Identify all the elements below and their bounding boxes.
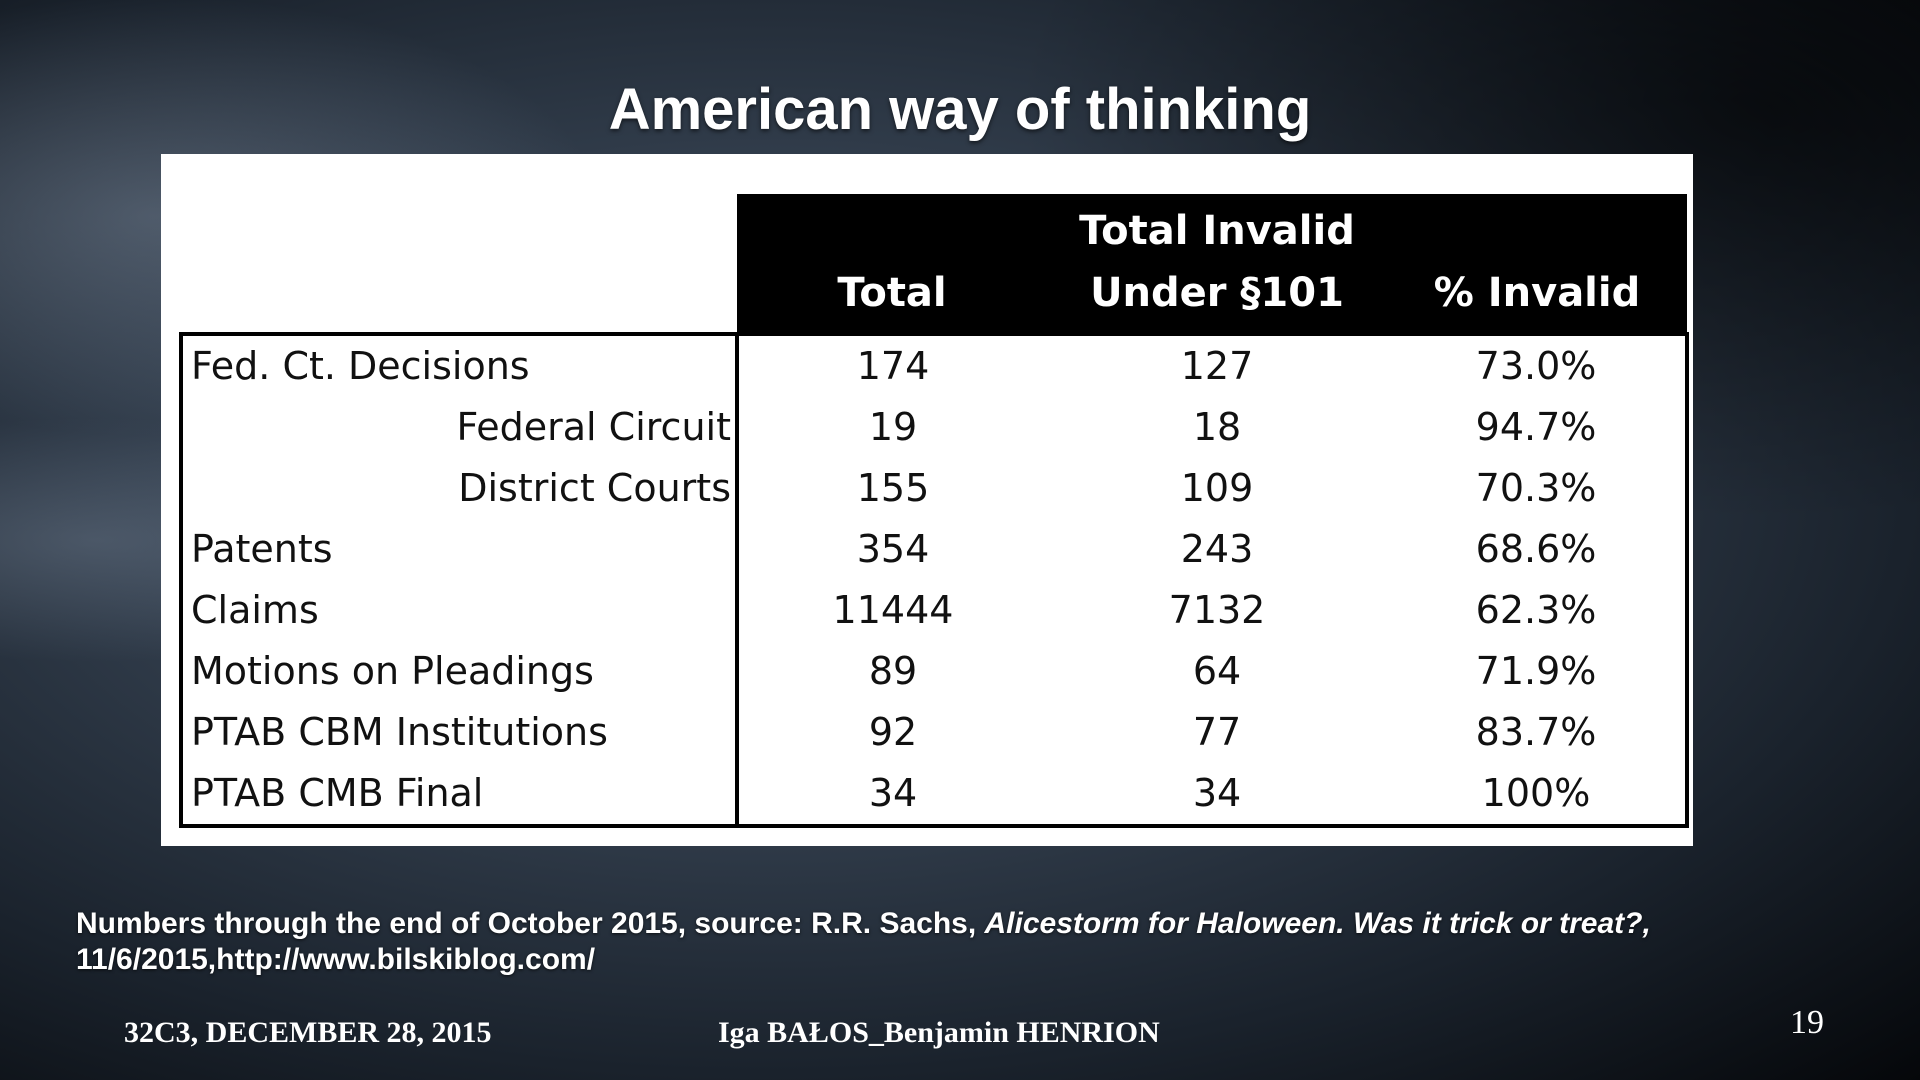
source-prefix: Numbers through the end of October 2015,… (76, 907, 985, 940)
row-label: District Courts (179, 458, 739, 519)
table-row: Claims 11444 7132 62.3% (179, 580, 1689, 641)
row-total: 89 (868, 649, 918, 693)
row-invalid: 243 (1180, 527, 1254, 571)
table-panel: Total Total Invalid Under §101 % Invalid… (161, 154, 1693, 846)
row-label: Claims (179, 580, 739, 641)
header-invalid-line2: Under §101 (1090, 270, 1344, 316)
table-row: District Courts 155 109 70.3% (179, 458, 1689, 519)
row-total: 34 (737, 763, 1047, 828)
row-total: 174 (737, 332, 1047, 397)
row-total: 354 (856, 527, 930, 571)
table-row: Fed. Ct. Decisions 174 127 73.0% (179, 332, 1689, 397)
source-italic-title: Alicestorm for Haloween. Was it trick or… (984, 907, 1651, 940)
invalidity-table: Total Total Invalid Under §101 % Invalid… (179, 194, 1689, 828)
row-invalid: 64 (1192, 649, 1242, 693)
row-label: Motions on Pleadings (179, 641, 739, 702)
table-row: Patents 354 243 68.6% (179, 519, 1689, 580)
table-header-row: Total Total Invalid Under §101 % Invalid (181, 194, 1687, 334)
row-percent: 71.9% (1387, 641, 1689, 702)
row-percent: 70.3% (1387, 458, 1689, 519)
table-row: Motions on Pleadings 89 64 71.9% (179, 641, 1689, 702)
row-label: PTAB CBM Institutions (179, 702, 739, 763)
row-invalid: 18 (1192, 405, 1242, 449)
header-total-invalid: Total Invalid Under §101 (1047, 194, 1387, 334)
row-invalid: 34 (1047, 763, 1387, 828)
row-percent: 62.3% (1387, 580, 1689, 641)
footer-authors: Iga BAŁOS_Benjamin HENRION (718, 1016, 1160, 1049)
source-citation: Numbers through the end of October 2015,… (76, 906, 1876, 978)
row-label: PTAB CMB Final (179, 763, 739, 828)
header-invalid-line1: Total Invalid (1079, 208, 1355, 254)
row-invalid: 77 (1192, 710, 1242, 754)
slide-title: American way of thinking (608, 77, 1312, 142)
source-url-line: 11/6/2015,http://www.bilskiblog.com/ (76, 943, 596, 976)
footer-event-date: 32C3, DECEMBER 28, 2015 (124, 1016, 492, 1049)
header-percent-invalid: % Invalid (1387, 194, 1687, 334)
row-percent: 68.6% (1387, 519, 1689, 580)
page-number: 19 (1790, 1004, 1824, 1041)
row-total: 11444 (832, 588, 954, 632)
row-percent: 73.0% (1387, 332, 1689, 397)
row-label: Fed. Ct. Decisions (179, 332, 739, 397)
row-total: 92 (868, 710, 918, 754)
table-row: PTAB CBM Institutions 92 77 83.7% (179, 702, 1689, 763)
row-invalid: 7132 (1168, 588, 1266, 632)
table-row: Federal Circuit 19 18 94.7% (179, 397, 1689, 458)
row-percent: 94.7% (1387, 397, 1689, 458)
row-percent: 100% (1387, 763, 1689, 828)
table-row: PTAB CMB Final 34 34 100% (179, 763, 1689, 828)
row-label: Federal Circuit (179, 397, 739, 458)
row-total: 155 (856, 466, 930, 510)
row-label: Patents (179, 519, 739, 580)
header-total: Total (737, 194, 1047, 334)
row-total: 19 (868, 405, 918, 449)
row-percent: 83.7% (1387, 702, 1689, 763)
header-blank-cell (181, 194, 737, 334)
row-invalid: 127 (1047, 332, 1387, 397)
row-invalid: 109 (1180, 466, 1254, 510)
